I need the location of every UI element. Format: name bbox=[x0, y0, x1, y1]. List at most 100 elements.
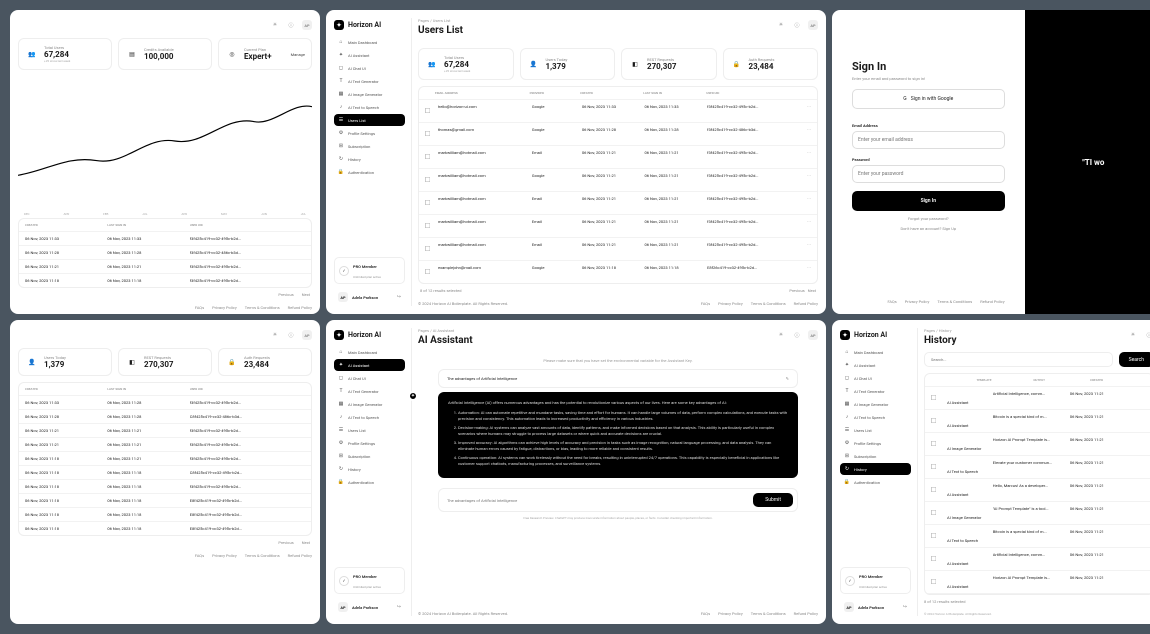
nav-item[interactable]: ⌂Main Dashboard bbox=[840, 346, 911, 358]
nav-item[interactable]: TAI Text Generator bbox=[840, 385, 911, 397]
table-row[interactable]: AI Text to SpeechElevate your customer c… bbox=[925, 456, 1150, 479]
row-checkbox[interactable] bbox=[931, 579, 936, 584]
more-icon[interactable]: ⋯ bbox=[801, 219, 811, 233]
edit-icon[interactable]: ✎ bbox=[786, 376, 789, 381]
next-link[interactable]: Next bbox=[302, 292, 310, 297]
info-icon[interactable]: ⓘ bbox=[1144, 330, 1150, 340]
nav-item[interactable]: ☰Users List bbox=[334, 424, 405, 436]
footer-link[interactable]: Terms & Conditions bbox=[245, 305, 280, 310]
prev-link[interactable]: Previous bbox=[278, 540, 293, 545]
footer-link[interactable]: FAQs bbox=[195, 553, 204, 558]
footer-link[interactable]: Refund Policy bbox=[288, 305, 312, 310]
info-icon[interactable]: ⓘ bbox=[792, 330, 802, 340]
row-checkbox[interactable] bbox=[931, 533, 936, 538]
more-icon[interactable]: ⋯ bbox=[801, 196, 811, 210]
table-row[interactable]: AI AssistantBitcoin is a special kind of… bbox=[925, 410, 1150, 433]
nav-item[interactable]: ⊞Subscription bbox=[840, 450, 911, 462]
submit-button[interactable]: Submit bbox=[753, 493, 793, 507]
info-icon[interactable]: ⓘ bbox=[792, 20, 802, 30]
footer-link[interactable]: Terms & Conditions bbox=[751, 301, 786, 306]
table-row[interactable]: markwilliam@hotmail.comEmail06 Nov, 2023… bbox=[419, 146, 817, 169]
row-checkbox[interactable] bbox=[931, 395, 936, 400]
footer-link[interactable]: Privacy Policy bbox=[212, 305, 237, 310]
sun-icon[interactable]: ☀ bbox=[1128, 330, 1138, 340]
more-icon[interactable]: ⋯ bbox=[801, 104, 811, 118]
user-row[interactable]: APAdela Parkson↪ bbox=[334, 598, 405, 616]
nav-item[interactable]: ♪AI Text to Speech bbox=[840, 411, 911, 423]
table-row[interactable]: markwilliam@hotmail.comGoogle06 Nov, 202… bbox=[419, 169, 817, 192]
row-checkbox[interactable] bbox=[425, 223, 430, 228]
search-button[interactable]: Search bbox=[1119, 352, 1150, 367]
row-checkbox[interactable] bbox=[425, 108, 430, 113]
footer-link[interactable]: Refund Policy bbox=[288, 553, 312, 558]
footer-link[interactable]: Privacy Policy bbox=[718, 301, 743, 306]
row-checkbox[interactable] bbox=[931, 487, 936, 492]
avatar[interactable]: AP bbox=[302, 20, 312, 30]
footer-link[interactable]: Refund Policy bbox=[794, 301, 818, 306]
logout-icon[interactable]: ↪ bbox=[903, 604, 907, 610]
table-row[interactable]: AI Text to SpeechBitcoin is a special ki… bbox=[925, 525, 1150, 548]
table-row[interactable]: AI AssistantHello, Marcus! As a develope… bbox=[925, 479, 1150, 502]
nav-item[interactable]: ↻History bbox=[840, 463, 911, 475]
nav-item[interactable]: ☰Users List bbox=[334, 114, 405, 126]
footer-link[interactable]: Terms & Conditions bbox=[245, 553, 280, 558]
more-icon[interactable]: ⋯ bbox=[801, 150, 811, 164]
footer-link[interactable]: FAQs bbox=[701, 301, 710, 306]
row-checkbox[interactable] bbox=[425, 131, 430, 136]
row-checkbox[interactable] bbox=[931, 464, 936, 469]
nav-item[interactable]: ♪AI Text to Speech bbox=[334, 101, 405, 113]
footer-link[interactable]: FAQs bbox=[195, 305, 204, 310]
row-checkbox[interactable] bbox=[425, 200, 430, 205]
nav-item[interactable]: ▦AI Image Generator bbox=[840, 398, 911, 410]
row-checkbox[interactable] bbox=[931, 510, 936, 515]
prev-link[interactable]: Previous bbox=[789, 288, 804, 293]
table-row[interactable]: AI AssistantHorizon AI Prompt Template i… bbox=[925, 571, 1150, 594]
nav-item[interactable]: ✦AI Assistant bbox=[334, 49, 405, 61]
row-checkbox[interactable] bbox=[425, 246, 430, 251]
footer-link[interactable]: Terms & Conditions bbox=[937, 299, 972, 304]
nav-item[interactable]: 🔒Authentication bbox=[334, 166, 405, 178]
footer-link[interactable]: Refund Policy bbox=[794, 611, 818, 616]
google-signin-button[interactable]: GSign in with Google bbox=[852, 89, 1005, 109]
nav-item[interactable]: ⌂Main Dashboard bbox=[334, 346, 405, 358]
nav-item[interactable]: TAI Text Generator bbox=[334, 385, 405, 397]
password-input[interactable] bbox=[852, 165, 1005, 183]
footer-link[interactable]: Privacy Policy bbox=[718, 611, 743, 616]
info-icon[interactable]: ⓘ bbox=[286, 20, 296, 30]
footer-link[interactable]: Terms & Conditions bbox=[751, 611, 786, 616]
footer-link[interactable]: Privacy Policy bbox=[212, 553, 237, 558]
row-checkbox[interactable] bbox=[931, 556, 936, 561]
more-icon[interactable]: ⋯ bbox=[801, 127, 811, 141]
prev-link[interactable]: Previous bbox=[278, 292, 293, 297]
info-icon[interactable]: ⓘ bbox=[286, 330, 296, 340]
nav-item[interactable]: ↻History bbox=[334, 153, 405, 165]
more-icon[interactable]: ⋯ bbox=[801, 265, 811, 279]
nav-item[interactable]: ◻AI Chat UI bbox=[334, 372, 405, 384]
nav-item[interactable]: ▦AI Image Generator bbox=[334, 398, 405, 410]
footer-link[interactable]: Privacy Policy bbox=[905, 299, 930, 304]
table-row[interactable]: markwilliam@hotmail.comEmail06 Nov, 2023… bbox=[419, 238, 817, 261]
prompt-input[interactable] bbox=[443, 493, 747, 507]
avatar[interactable]: AP bbox=[808, 20, 818, 30]
nav-item[interactable]: ◻AI Chat UI bbox=[840, 372, 911, 384]
table-row[interactable]: markwilliam@hotmail.comEmail06 Nov, 2023… bbox=[419, 215, 817, 238]
row-checkbox[interactable] bbox=[425, 154, 430, 159]
logout-icon[interactable]: ↪ bbox=[397, 604, 401, 610]
search-input[interactable] bbox=[924, 352, 1113, 367]
footer-link[interactable]: Refund Policy bbox=[980, 299, 1004, 304]
table-row[interactable]: AI Image Generator"AI Prompt Template" i… bbox=[925, 502, 1150, 525]
sun-icon[interactable]: ☀ bbox=[270, 20, 280, 30]
next-link[interactable]: Next bbox=[808, 288, 816, 293]
footer-link[interactable]: FAQs bbox=[701, 611, 710, 616]
manage-link[interactable]: Manage bbox=[291, 52, 305, 57]
nav-item[interactable]: ⊞Subscription bbox=[334, 140, 405, 152]
sun-icon[interactable]: ☀ bbox=[270, 330, 280, 340]
nav-item[interactable]: ⚙Profile Settings bbox=[334, 127, 405, 139]
nav-item[interactable]: ♪AI Text to Speech bbox=[334, 411, 405, 423]
user-row[interactable]: APAdela Parkson↪ bbox=[840, 598, 911, 616]
row-checkbox[interactable] bbox=[425, 177, 430, 182]
signin-button[interactable]: Sign In bbox=[852, 191, 1005, 211]
nav-item[interactable]: ⊞Subscription bbox=[334, 450, 405, 462]
avatar[interactable]: AP bbox=[808, 330, 818, 340]
nav-item[interactable]: 🔒Authentication bbox=[334, 476, 405, 488]
